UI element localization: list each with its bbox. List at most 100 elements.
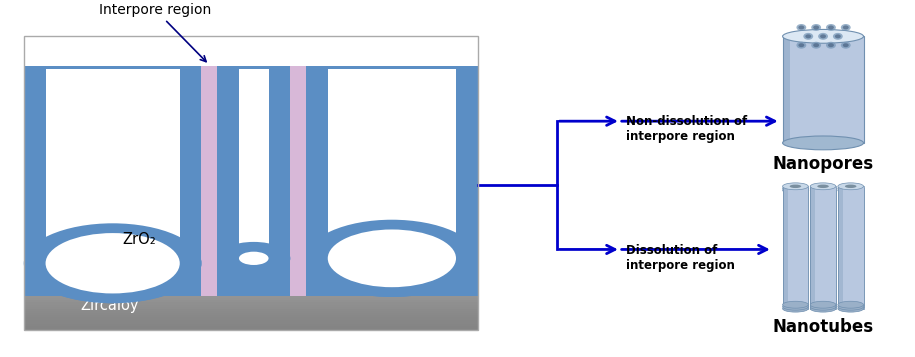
Bar (24, 147, 478, 150)
Ellipse shape (818, 33, 828, 40)
Ellipse shape (799, 43, 804, 47)
Bar (24, 197, 478, 199)
Ellipse shape (811, 183, 836, 190)
Bar (24, 317, 478, 320)
Bar (838, 186, 864, 305)
Bar (24, 326, 478, 328)
Ellipse shape (328, 230, 456, 287)
Bar (46, 69, 179, 263)
Bar (24, 36, 478, 330)
Bar (24, 307, 478, 309)
Bar (24, 305, 478, 307)
Bar (24, 262, 478, 264)
Bar (24, 320, 478, 322)
Text: Nanopores: Nanopores (772, 155, 874, 173)
Bar (24, 150, 478, 152)
Ellipse shape (843, 43, 849, 47)
Text: Nanotubes: Nanotubes (772, 317, 874, 336)
Bar (24, 115, 478, 117)
Bar (24, 238, 478, 240)
Bar (24, 242, 478, 244)
Bar (24, 117, 478, 120)
Bar (782, 190, 788, 309)
Bar (24, 240, 478, 242)
Ellipse shape (838, 185, 864, 192)
Ellipse shape (306, 220, 478, 297)
Bar (46, 69, 179, 263)
Bar (811, 190, 815, 309)
Bar (24, 162, 478, 165)
Bar (24, 290, 478, 292)
Ellipse shape (790, 188, 802, 192)
Bar (811, 188, 815, 307)
Bar (782, 188, 788, 307)
Ellipse shape (328, 230, 456, 287)
Bar (24, 199, 478, 201)
Bar (24, 206, 478, 208)
Ellipse shape (838, 303, 864, 310)
Ellipse shape (838, 183, 864, 190)
Text: ZrO₂: ZrO₂ (123, 232, 156, 247)
Bar (24, 300, 478, 302)
Bar (24, 130, 478, 132)
Ellipse shape (813, 25, 819, 29)
Ellipse shape (817, 185, 829, 188)
Ellipse shape (834, 34, 841, 38)
Bar (24, 216, 478, 218)
Bar (782, 186, 788, 305)
Bar (239, 69, 269, 258)
Bar (24, 126, 478, 128)
Ellipse shape (811, 303, 836, 310)
Bar (24, 257, 478, 260)
Bar (24, 281, 478, 283)
Bar (24, 287, 478, 290)
Bar (24, 137, 478, 139)
Ellipse shape (843, 25, 849, 29)
Ellipse shape (820, 34, 826, 38)
Bar (24, 184, 478, 186)
Bar (24, 195, 478, 197)
Bar (24, 283, 478, 285)
Ellipse shape (811, 185, 836, 192)
Bar (24, 178, 478, 180)
Bar (24, 322, 478, 324)
Bar (24, 266, 478, 268)
Bar (782, 190, 808, 309)
Ellipse shape (796, 24, 806, 31)
Bar (24, 248, 478, 251)
Ellipse shape (217, 242, 290, 275)
Ellipse shape (306, 220, 478, 297)
Bar (24, 154, 478, 156)
Bar (782, 36, 864, 143)
Bar (306, 69, 478, 258)
Bar (328, 69, 456, 258)
Bar (24, 246, 478, 248)
Bar (24, 236, 478, 238)
Bar (838, 186, 843, 305)
Bar (782, 186, 808, 305)
Text: Zircaloy: Zircaloy (81, 298, 138, 313)
Ellipse shape (828, 43, 834, 47)
Bar (24, 143, 478, 145)
Bar (24, 66, 478, 68)
Ellipse shape (845, 187, 856, 190)
Bar (24, 251, 478, 253)
Bar (24, 328, 478, 330)
Bar (24, 214, 478, 216)
Bar (24, 231, 478, 233)
Bar (24, 313, 478, 315)
Bar (24, 277, 478, 279)
Ellipse shape (826, 42, 836, 49)
Bar (24, 225, 478, 227)
Bar (24, 152, 478, 154)
Bar (46, 69, 179, 263)
Bar (24, 244, 478, 246)
Ellipse shape (46, 233, 179, 293)
Ellipse shape (841, 24, 851, 31)
Ellipse shape (812, 42, 821, 49)
Ellipse shape (217, 242, 290, 275)
Bar (24, 279, 478, 281)
Bar (24, 311, 478, 313)
Ellipse shape (239, 252, 269, 265)
Bar (24, 294, 478, 296)
